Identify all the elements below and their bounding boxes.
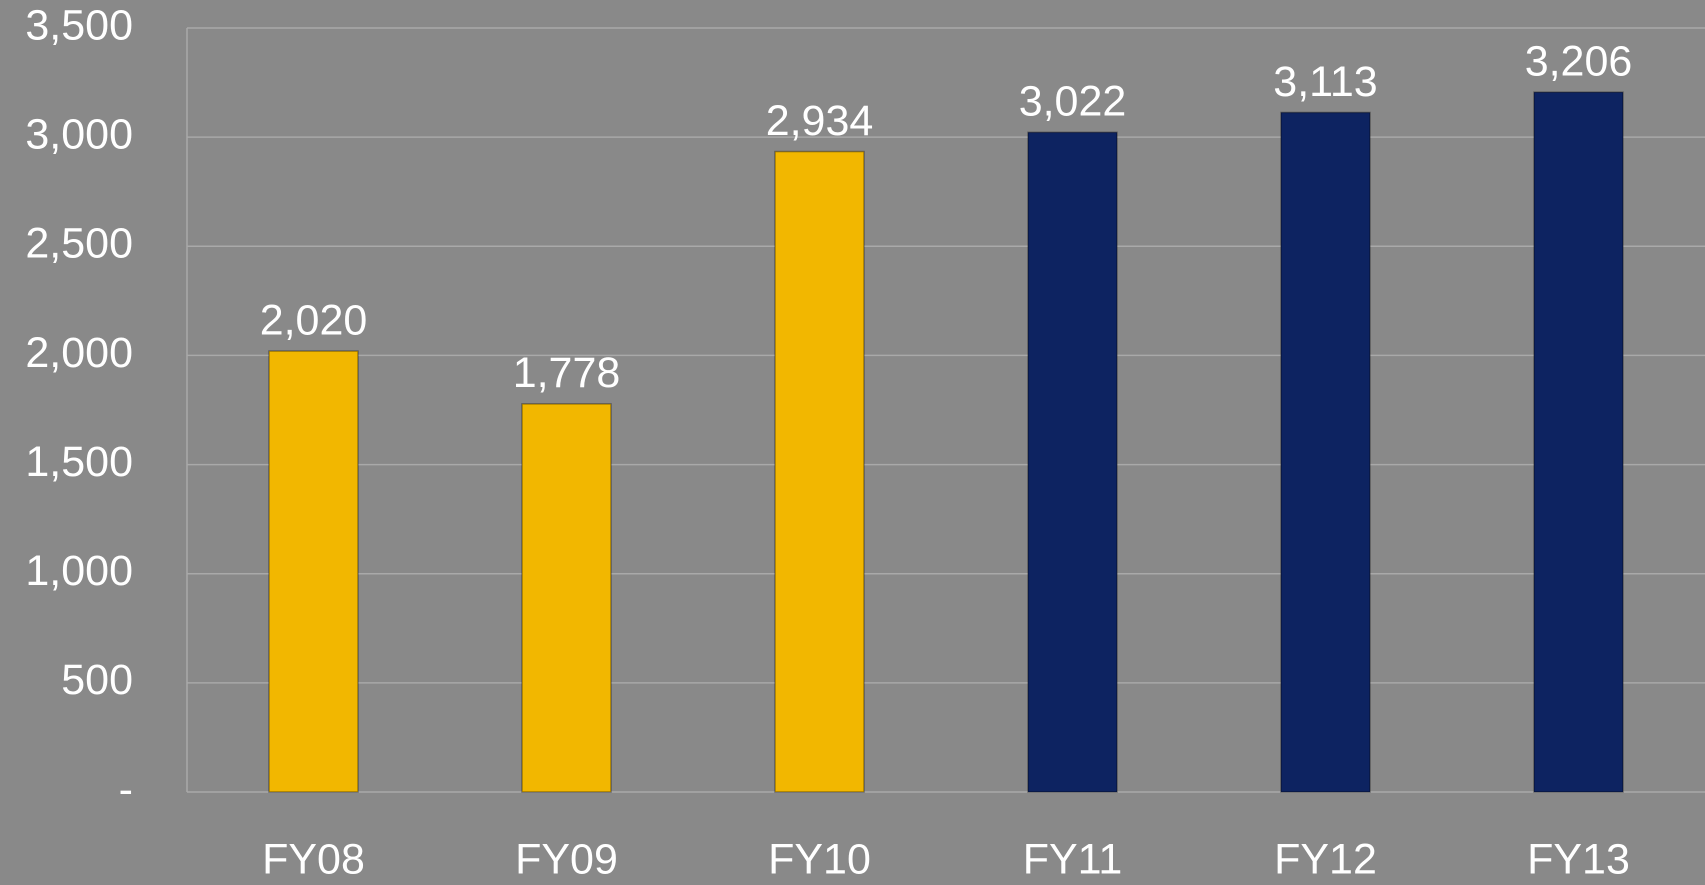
bar bbox=[774, 150, 865, 793]
bar bbox=[521, 403, 612, 793]
y-tick-label: 3,000 bbox=[25, 111, 133, 159]
y-tick-label: 500 bbox=[61, 656, 133, 704]
y-tick-label: 2,000 bbox=[25, 329, 133, 377]
y-tick-label: 1,500 bbox=[25, 438, 133, 486]
bar bbox=[1533, 91, 1624, 793]
y-tick-label: 2,500 bbox=[25, 220, 133, 268]
x-tick-label: FY09 bbox=[515, 835, 618, 883]
x-tick-label: FY11 bbox=[1023, 835, 1123, 883]
value-label: 3,206 bbox=[1525, 38, 1633, 86]
value-label: 3,022 bbox=[1019, 78, 1127, 126]
bar bbox=[1280, 111, 1371, 793]
bar bbox=[1027, 131, 1118, 793]
y-tick-label: 3,500 bbox=[25, 1, 133, 49]
x-tick-label: FY10 bbox=[768, 835, 871, 883]
x-tick-label: FY08 bbox=[262, 835, 365, 883]
bar bbox=[268, 350, 359, 793]
value-label: 3,113 bbox=[1273, 58, 1377, 106]
value-label: 1,778 bbox=[513, 349, 621, 397]
y-tick-label: 1,000 bbox=[25, 547, 133, 595]
x-tick-label: FY13 bbox=[1527, 835, 1630, 883]
y-tick-label: - bbox=[119, 765, 133, 813]
value-label: 2,020 bbox=[260, 296, 368, 344]
value-label: 2,934 bbox=[766, 97, 874, 145]
x-tick-label: FY12 bbox=[1274, 835, 1377, 883]
